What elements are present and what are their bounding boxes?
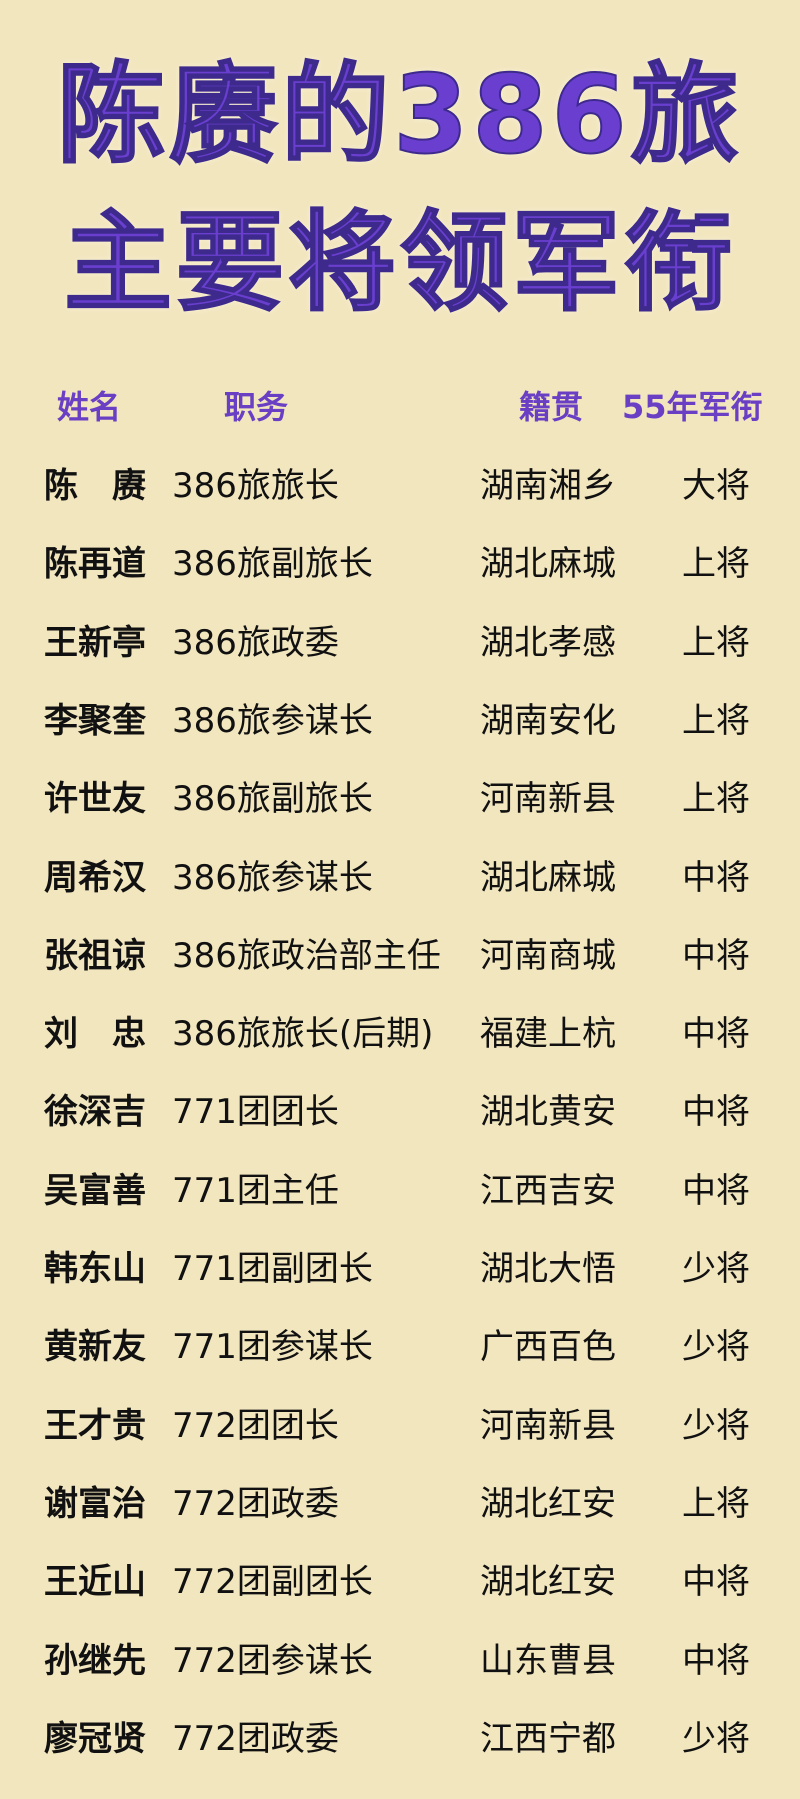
cell-rank: 上将 bbox=[682, 544, 750, 585]
table-row: 王才贵 772团团长 河南新县 少将 bbox=[0, 1396, 800, 1456]
cell-rank: 中将 bbox=[682, 1170, 750, 1211]
cell-name: 陈再道 bbox=[44, 544, 146, 585]
title-line-1: 陈赓的386旅 bbox=[56, 53, 743, 178]
cell-rank: 上将 bbox=[682, 1483, 750, 1524]
cell-name: 韩东山 bbox=[44, 1249, 146, 1289]
cell-name: 廖冠贤 bbox=[44, 1718, 146, 1759]
cell-rank: 中将 bbox=[682, 1640, 750, 1681]
header-rank: 55年军衔 bbox=[622, 388, 763, 426]
cell-rank: 中将 bbox=[682, 935, 750, 976]
cell-duty: 386旅参谋长 bbox=[172, 857, 373, 898]
cell-rank: 上将 bbox=[682, 622, 750, 663]
cell-native: 湖北孝感 bbox=[480, 622, 616, 663]
cell-name: 王近山 bbox=[44, 1562, 146, 1603]
cell-name: 谢富治 bbox=[44, 1483, 146, 1524]
cell-name: 黄新友 bbox=[44, 1327, 146, 1368]
cell-native: 湖北黄安 bbox=[480, 1092, 616, 1133]
cell-native: 福建上杭 bbox=[480, 1014, 616, 1055]
cell-native: 河南新县 bbox=[480, 1405, 616, 1446]
header-duty: 职务 bbox=[224, 388, 289, 426]
table-row: 谢富治 772团政委 湖北红安 上将 bbox=[0, 1474, 800, 1534]
cell-name: 李聚奎 bbox=[44, 700, 146, 741]
cell-rank: 中将 bbox=[682, 1014, 750, 1055]
cell-duty: 386旅副旅长 bbox=[172, 779, 373, 820]
table-row: 孙继先 772团参谋长 山东曹县 中将 bbox=[0, 1631, 800, 1691]
cell-rank: 上将 bbox=[682, 700, 750, 741]
cell-duty: 771团团长 bbox=[172, 1092, 339, 1133]
header-name: 姓名 bbox=[57, 388, 122, 426]
cell-native: 江西吉安 bbox=[480, 1170, 616, 1211]
cell-duty: 771团参谋长 bbox=[172, 1327, 373, 1368]
cell-rank: 中将 bbox=[682, 1092, 750, 1133]
cell-duty: 772团团长 bbox=[172, 1405, 339, 1446]
cell-native: 河南商城 bbox=[480, 935, 616, 976]
table-row: 廖冠贤 772团政委 江西宁都 少将 bbox=[0, 1709, 800, 1769]
cell-native: 湖南湘乡 bbox=[480, 466, 616, 506]
cell-native: 湖北红安 bbox=[480, 1483, 616, 1524]
cell-duty: 386旅政委 bbox=[172, 622, 339, 663]
cell-rank: 少将 bbox=[682, 1249, 750, 1289]
cell-native: 湖北麻城 bbox=[480, 857, 616, 898]
cell-duty: 386旅副旅长 bbox=[172, 544, 373, 585]
table-row: 许世友 386旅副旅长 河南新县 上将 bbox=[0, 769, 800, 829]
cell-duty: 772团政委 bbox=[172, 1718, 339, 1759]
cell-rank: 少将 bbox=[682, 1327, 750, 1368]
cell-name: 吴富善 bbox=[44, 1170, 146, 1211]
cell-native: 湖北麻城 bbox=[480, 544, 616, 585]
table-row: 刘 忠 386旅旅长(后期) 福建上杭 中将 bbox=[0, 1004, 800, 1064]
cell-native: 湖南安化 bbox=[480, 700, 616, 741]
cell-duty: 386旅参谋长 bbox=[172, 700, 373, 741]
cell-rank: 中将 bbox=[682, 1562, 750, 1603]
cell-duty: 772团参谋长 bbox=[172, 1640, 373, 1681]
table-row: 徐深吉 771团团长 湖北黄安 中将 bbox=[0, 1082, 800, 1142]
cell-native: 河南新县 bbox=[480, 779, 616, 820]
header-native: 籍贯 bbox=[519, 388, 584, 426]
cell-rank: 大将 bbox=[682, 466, 750, 506]
cell-native: 山东曹县 bbox=[480, 1640, 616, 1681]
cell-native: 江西宁都 bbox=[480, 1718, 616, 1759]
table-row: 周希汉 386旅参谋长 湖北麻城 中将 bbox=[0, 848, 800, 908]
cell-name: 许世友 bbox=[44, 779, 146, 820]
cell-name: 王新亭 bbox=[44, 622, 146, 663]
table-row: 张祖谅 386旅政治部主任 河南商城 中将 bbox=[0, 926, 800, 986]
cell-rank: 上将 bbox=[682, 779, 750, 820]
cell-duty: 772团副团长 bbox=[172, 1562, 373, 1603]
table-row: 李聚奎 386旅参谋长 湖南安化 上将 bbox=[0, 691, 800, 751]
cell-name: 陈 赓 bbox=[44, 466, 146, 506]
cell-rank: 少将 bbox=[682, 1405, 750, 1446]
cell-name: 徐深吉 bbox=[44, 1092, 146, 1133]
cell-rank: 少将 bbox=[682, 1718, 750, 1759]
cell-duty: 386旅旅长(后期) bbox=[172, 1014, 434, 1055]
table-row: 黄新友 771团参谋长 广西百色 少将 bbox=[0, 1317, 800, 1377]
table-row: 韩东山 771团副团长 湖北大悟 少将 bbox=[0, 1239, 800, 1299]
cell-name: 王才贵 bbox=[44, 1405, 146, 1446]
cell-rank: 中将 bbox=[682, 857, 750, 898]
title-line-2: 主要将领军衔 bbox=[63, 201, 736, 326]
cell-duty: 386旅政治部主任 bbox=[172, 935, 441, 976]
cell-duty: 386旅旅长 bbox=[172, 466, 339, 506]
cell-duty: 771团主任 bbox=[172, 1170, 339, 1211]
cell-name: 刘 忠 bbox=[44, 1014, 146, 1055]
cell-native: 湖北大悟 bbox=[480, 1249, 616, 1289]
cell-name: 孙继先 bbox=[44, 1640, 146, 1681]
table-row: 陈再道 386旅副旅长 湖北麻城 上将 bbox=[0, 534, 800, 594]
cell-duty: 771团副团长 bbox=[172, 1249, 373, 1289]
cell-native: 湖北红安 bbox=[480, 1562, 616, 1603]
table-row: 王近山 772团副团长 湖北红安 中将 bbox=[0, 1552, 800, 1612]
table-row: 陈 赓 386旅旅长 湖南湘乡 大将 bbox=[0, 456, 800, 516]
table-row: 王新亭 386旅政委 湖北孝感 上将 bbox=[0, 613, 800, 673]
table-row: 吴富善 771团主任 江西吉安 中将 bbox=[0, 1161, 800, 1221]
cell-name: 周希汉 bbox=[44, 857, 146, 898]
cell-duty: 772团政委 bbox=[172, 1483, 339, 1524]
cell-native: 广西百色 bbox=[480, 1327, 616, 1368]
cell-name: 张祖谅 bbox=[44, 935, 146, 976]
